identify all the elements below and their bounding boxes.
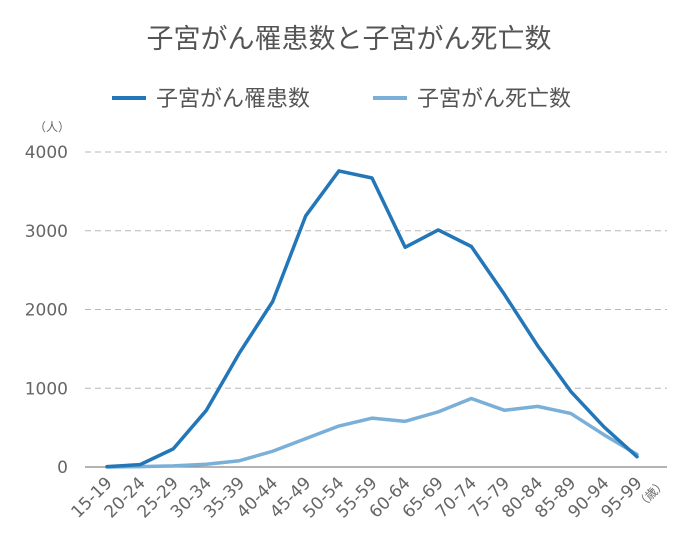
series-line-1 — [105, 169, 639, 469]
legend-label-series2: 子宮がん死亡数 — [417, 87, 571, 112]
y-tick-label: 1000 — [25, 379, 68, 399]
legend-label-series1: 子宮がん罹患数 — [156, 87, 310, 112]
y-tick-label: 2000 — [25, 301, 68, 321]
legend: 子宮がん罹患数 子宮がん死亡数 — [112, 87, 571, 112]
y-tick-label: 4000 — [25, 143, 68, 163]
y-axis-unit: （人） — [34, 120, 70, 134]
y-tick-label: 0 — [57, 458, 68, 478]
y-axis-ticks: 0 1000 2000 3000 4000 — [25, 143, 68, 478]
series-lines — [105, 169, 639, 469]
series-line-2 — [105, 396, 639, 469]
y-tick-label: 3000 — [25, 222, 68, 242]
x-axis-ticks: 15-1920-2425-2930-3435-3940-4445-4950-54… — [67, 473, 646, 522]
chart-title: 子宮がん罹患数と子宮がん死亡数 — [147, 24, 552, 55]
